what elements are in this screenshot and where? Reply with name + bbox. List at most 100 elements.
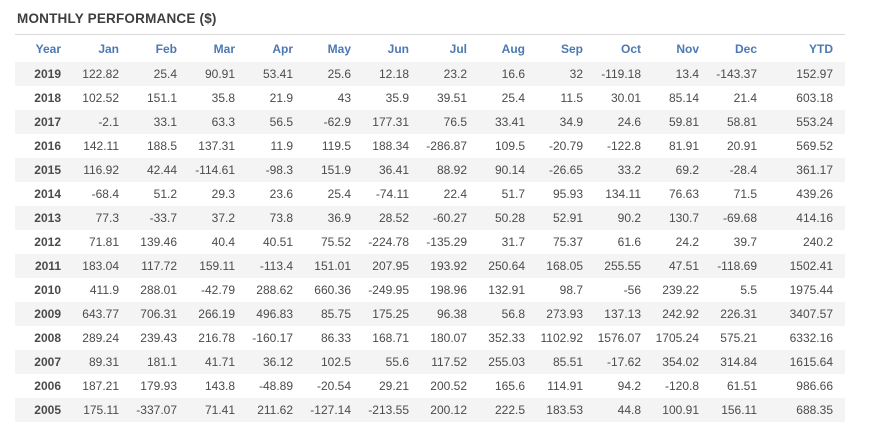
cell-2005-apr: 211.62 [247, 398, 305, 422]
cell-2016-apr: 11.9 [270, 139, 293, 153]
cell-2017-dec: 58.81 [711, 110, 769, 134]
cell-2010-apr: 288.62 [256, 283, 293, 297]
cell-2010-jul: 198.96 [430, 283, 467, 297]
table-row-2007: 2007 89.31 181.1 41.71 36.12 102.5 55.6 117.52 2… [15, 350, 845, 374]
table-row-2013: 2013 77.3 -33.7 37.2 73.8 36.9 28.52 -60.27 50.2… [15, 206, 845, 230]
cell-2013-aug: 50.28 [479, 206, 537, 230]
table-row-2011: 2011 183.04 117.72 159.11 -113.4 151.01 207.95… [15, 254, 845, 278]
table-row-2012: 2012 71.81 139.46 40.4 40.51 75.52 -224.78 -135… [15, 230, 845, 254]
cell-2006-aug: 165.6 [494, 379, 525, 393]
cell-2006-sep: 114.91 [547, 379, 583, 393]
cell-2019-dec: -143.37 [711, 62, 769, 86]
cell-2015-apr: -98.3 [247, 158, 305, 182]
table-row-2015: 2015 116.92 42.44 -114.61 -98.3 151.9 36.41 88.… [15, 158, 845, 182]
cell-2009-jul: 96.38 [421, 302, 479, 326]
cell-2008-sep: 1102.92 [540, 331, 584, 345]
cell-2009-nov: 242.92 [653, 302, 711, 326]
cell-2017-may: -62.9 [305, 110, 363, 134]
cell-2019-jun: 12.18 [363, 62, 421, 86]
cell-2012-oct: 61.6 [617, 235, 641, 249]
monthly-performance-panel: MONTHLY PERFORMANCE ($) Year Jan Feb Mar Apr… [15, 11, 845, 422]
cell-2006-jan: 187.21 [82, 379, 119, 393]
table-row-2017: 2017 -2.1 33.1 63.3 56.5 -62.9 177.31 76.5 33.41… [15, 110, 845, 134]
cell-2019-apr: 53.41 [247, 62, 305, 86]
column-header-apr: Apr [272, 42, 293, 56]
cell-2007-jun: 55.6 [363, 350, 421, 374]
cell-2014-mar: 29.3 [211, 187, 235, 201]
cell-2010-dec: 5.5 [740, 283, 757, 297]
cell-2011-dec: -118.69 [711, 254, 769, 278]
cell-2015-feb: 42.44 [131, 158, 189, 182]
cell-2013-jun: 28.52 [363, 206, 421, 230]
cell-2005-feb: -337.07 [131, 398, 189, 422]
cell-2012-nov: 24.2 [675, 235, 699, 249]
cell-2017-apr: 56.5 [247, 110, 305, 134]
cell-2016-jul: -286.87 [426, 139, 467, 153]
cell-2017-jul: 76.5 [421, 110, 479, 134]
cell-2005-jun: -213.55 [363, 398, 421, 422]
cell-2015-oct: 33.2 [595, 158, 653, 182]
cell-2017-nov: 59.81 [653, 110, 711, 134]
cell-2010-oct: -56 [623, 283, 641, 297]
cell-2009-sep: 273.93 [537, 302, 595, 326]
year-cell-2007: 2007 [15, 350, 73, 374]
cell-2007-jan: 89.31 [73, 350, 131, 374]
cell-2012-mar: 40.4 [211, 235, 235, 249]
cell-2008-mar: 216.78 [198, 331, 235, 345]
cell-2006-may: -20.54 [316, 379, 351, 393]
table-row-2016: 2016 142.11 188.5 137.31 11.9 119.5 188.34 -286… [15, 134, 845, 158]
cell-2016-aug: 109.5 [494, 139, 525, 153]
cell-2009-feb: 706.31 [131, 302, 189, 326]
cell-2012-jul: -135.29 [426, 235, 467, 249]
cell-2006-ytd: 986.66 [796, 379, 833, 393]
year-cell-2006: 2006 [34, 379, 61, 393]
cell-2005-jan: 175.11 [73, 398, 131, 422]
table-row-2005: 2005 175.11 -337.07 71.41 211.62 -127.14 -213.… [15, 398, 845, 422]
cell-2011-nov: 47.51 [653, 254, 711, 278]
cell-2015-jan: 116.92 [73, 158, 131, 182]
year-cell-2010: 2010 [34, 283, 61, 297]
cell-2005-dec: 156.11 [711, 398, 769, 422]
cell-2019-feb: 25.4 [131, 62, 189, 86]
cell-2009-apr: 496.83 [247, 302, 305, 326]
cell-2018-jun: 35.9 [385, 91, 409, 105]
cell-2017-mar: 63.3 [189, 110, 247, 134]
cell-2015-mar: -114.61 [189, 158, 247, 182]
cell-2012-may: 75.52 [320, 235, 351, 249]
cell-2013-jul: -60.27 [421, 206, 479, 230]
cell-2010-mar: -42.79 [200, 283, 235, 297]
cell-2006-jun: 29.21 [378, 379, 409, 393]
cell-2011-mar: 159.11 [189, 254, 247, 278]
cell-2008-apr: -160.17 [252, 331, 293, 345]
year-cell-2013: 2013 [15, 206, 73, 230]
cell-2008-jul: 180.07 [430, 331, 467, 345]
cell-2011-ytd: 1502.41 [769, 254, 845, 278]
cell-2015-dec: -28.4 [711, 158, 769, 182]
column-header-sep: Sep [560, 42, 583, 56]
cell-2011-jul: 193.92 [421, 254, 479, 278]
cell-2017-oct: 24.6 [595, 110, 653, 134]
column-header-dec: Dec [734, 42, 757, 56]
cell-2013-dec: -69.68 [711, 206, 769, 230]
cell-2005-mar: 71.41 [189, 398, 247, 422]
cell-2018-mar: 35.8 [211, 91, 235, 105]
cell-2013-oct: 90.2 [595, 206, 653, 230]
table-header: Year Jan Feb Mar Apr May Jun Jul Aug Sep Oct Nov Dec… [15, 36, 845, 62]
cell-2014-jun: -74.11 [375, 187, 409, 201]
monthly-performance-table: Year Jan Feb Mar Apr May Jun Jul Aug Sep Oct Nov Dec… [15, 36, 845, 422]
cell-2008-dec: 575.21 [720, 331, 757, 345]
cell-2016-mar: 137.31 [198, 139, 235, 153]
cell-2017-jun: 177.31 [363, 110, 421, 134]
cell-2016-jan: 142.11 [83, 139, 119, 153]
year-cell-2008: 2008 [34, 331, 61, 345]
year-cell-2011: 2011 [15, 254, 73, 278]
cell-2013-mar: 37.2 [189, 206, 247, 230]
cell-2012-dec: 39.7 [733, 235, 757, 249]
cell-2013-sep: 52.91 [537, 206, 595, 230]
cell-2012-jun: -224.78 [368, 235, 409, 249]
cell-2010-aug: 132.91 [488, 283, 525, 297]
cell-2014-ytd: 439.26 [796, 187, 833, 201]
cell-2012-sep: 75.37 [552, 235, 583, 249]
cell-2008-oct: 1576.07 [597, 331, 641, 345]
cell-2008-jun: 168.71 [372, 331, 409, 345]
